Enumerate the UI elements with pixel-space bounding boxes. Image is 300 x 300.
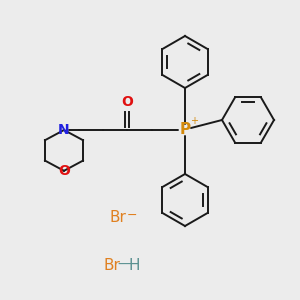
Text: N: N bbox=[58, 123, 70, 137]
Text: H: H bbox=[128, 257, 140, 272]
Text: P: P bbox=[179, 122, 191, 137]
Text: —: — bbox=[117, 258, 131, 272]
Text: O: O bbox=[58, 164, 70, 178]
Text: +: + bbox=[190, 116, 198, 126]
Text: Br: Br bbox=[103, 257, 120, 272]
Text: O: O bbox=[121, 95, 133, 109]
Text: −: − bbox=[127, 208, 137, 221]
Text: Br: Br bbox=[110, 211, 126, 226]
